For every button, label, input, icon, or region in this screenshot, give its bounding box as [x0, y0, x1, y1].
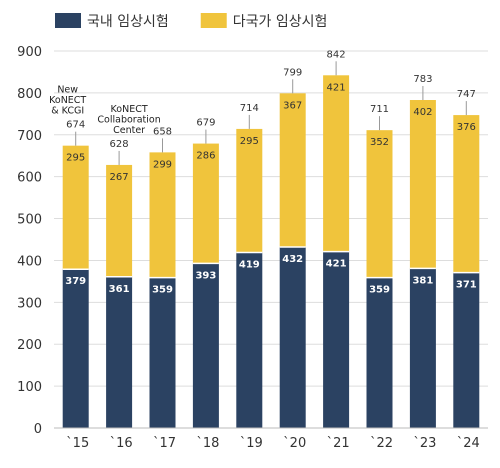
bar-value-label: 352: [370, 137, 389, 148]
bar-domestic-6: [323, 251, 350, 428]
x-tick-label-8: `23: [413, 436, 436, 451]
x-tick-label-0: `15: [66, 436, 89, 451]
bar-multinational-1: [106, 164, 133, 277]
bar-domestic-4: [236, 252, 263, 428]
annotation-1-line-2: Center: [113, 125, 145, 136]
y-tick-label-700: 700: [17, 129, 42, 144]
bar-domestic-0: [62, 269, 89, 428]
bar-multinational-7: [366, 130, 393, 278]
bar-value-label: 299: [153, 159, 172, 170]
bar-value-label: 402: [413, 107, 432, 118]
bar-multinational-2: [149, 152, 176, 278]
bar-value-label: 421: [327, 82, 346, 93]
bar-value-label: 359: [152, 285, 173, 296]
total-label: 714: [240, 103, 259, 114]
total-label: 747: [457, 89, 476, 100]
y-tick-label-400: 400: [17, 254, 42, 269]
total-label: 799: [283, 67, 302, 78]
total-label: 842: [327, 49, 346, 60]
total-label: 783: [413, 74, 432, 85]
bar-domestic-3: [192, 263, 219, 428]
x-tick-label-1: `16: [110, 436, 133, 451]
bar-domestic-5: [279, 247, 306, 428]
bar-value-label: 379: [65, 276, 86, 287]
annotation-1-line-1: Collaboration: [97, 114, 160, 125]
bar-value-label: 419: [239, 259, 260, 270]
bar-value-label: 295: [240, 136, 259, 147]
bar-multinational-8: [409, 100, 436, 269]
x-tick-label-7: `22: [370, 436, 393, 451]
bar-multinational-5: [279, 93, 306, 248]
bar-domestic-7: [366, 277, 393, 428]
annotation-0-line-2: & KCGI: [51, 106, 84, 117]
bar-value-label: 359: [369, 285, 390, 296]
y-tick-label-300: 300: [17, 296, 42, 311]
bar-value-label: 367: [283, 100, 302, 111]
bar-domestic-1: [106, 276, 133, 428]
bar-value-label: 361: [109, 284, 130, 295]
y-tick-label-900: 900: [17, 45, 42, 60]
bar-domestic-8: [409, 268, 436, 428]
bar-value-label: 421: [326, 259, 347, 270]
total-label: 679: [196, 118, 215, 129]
y-axis: 0 100 200 300 400 500 600 700 800 900: [17, 45, 42, 437]
y-tick-label-0: 0: [34, 422, 42, 437]
bar-multinational-6: [323, 75, 350, 252]
bars: 379 295 674 361 267 628 359 299 658 393 286 679 419 2…: [62, 49, 480, 428]
y-tick-label-800: 800: [17, 87, 42, 102]
annotation-0-line-1: KoNECT: [49, 95, 86, 106]
x-tick-label-6: `21: [327, 436, 350, 451]
legend-swatch-0: [55, 13, 81, 28]
x-axis: `15 `16 `17 `18 `19 `20 `21 `22 `23 `24: [54, 427, 488, 451]
total-label: 711: [370, 104, 389, 115]
x-tick-label-5: `20: [283, 436, 306, 451]
bar-value-label: 267: [110, 172, 129, 183]
y-tick-label-600: 600: [17, 171, 42, 186]
bar-value-label: 393: [195, 270, 216, 281]
bar-value-label: 376: [457, 122, 476, 133]
y-tick-label-500: 500: [17, 213, 42, 228]
total-label: 658: [153, 126, 172, 137]
bar-multinational-0: [62, 145, 89, 270]
legend-label-0: 국내 임상시험: [87, 14, 169, 30]
bar-domestic-2: [149, 277, 176, 428]
x-tick-label-3: `18: [196, 436, 219, 451]
bar-value-label: 295: [66, 153, 85, 164]
bar-multinational-9: [453, 115, 480, 273]
y-tick-label-200: 200: [17, 338, 42, 353]
bar-multinational-4: [236, 128, 263, 253]
legend: 국내 임상시험 다국가 임상시험: [55, 13, 327, 30]
total-label: 628: [110, 139, 129, 150]
x-tick-label-2: `17: [153, 436, 176, 451]
bar-multinational-3: [192, 143, 219, 264]
bar-value-label: 381: [412, 275, 433, 286]
annotation-1-line-0: KoNECT: [111, 104, 148, 115]
bar-domestic-9: [453, 272, 480, 428]
y-tick-label-100: 100: [17, 380, 42, 395]
legend-swatch-1: [200, 13, 227, 28]
bar-value-label: 432: [282, 254, 303, 265]
x-tick-label-9: `24: [457, 436, 480, 451]
total-label: 674: [66, 120, 85, 131]
x-tick-label-4: `19: [240, 436, 263, 451]
bar-value-label: 371: [456, 280, 477, 291]
annotation-0-line-0: New: [57, 85, 78, 96]
legend-label-1: 다국가 임상시험: [233, 14, 328, 30]
bar-value-label: 286: [196, 151, 215, 162]
